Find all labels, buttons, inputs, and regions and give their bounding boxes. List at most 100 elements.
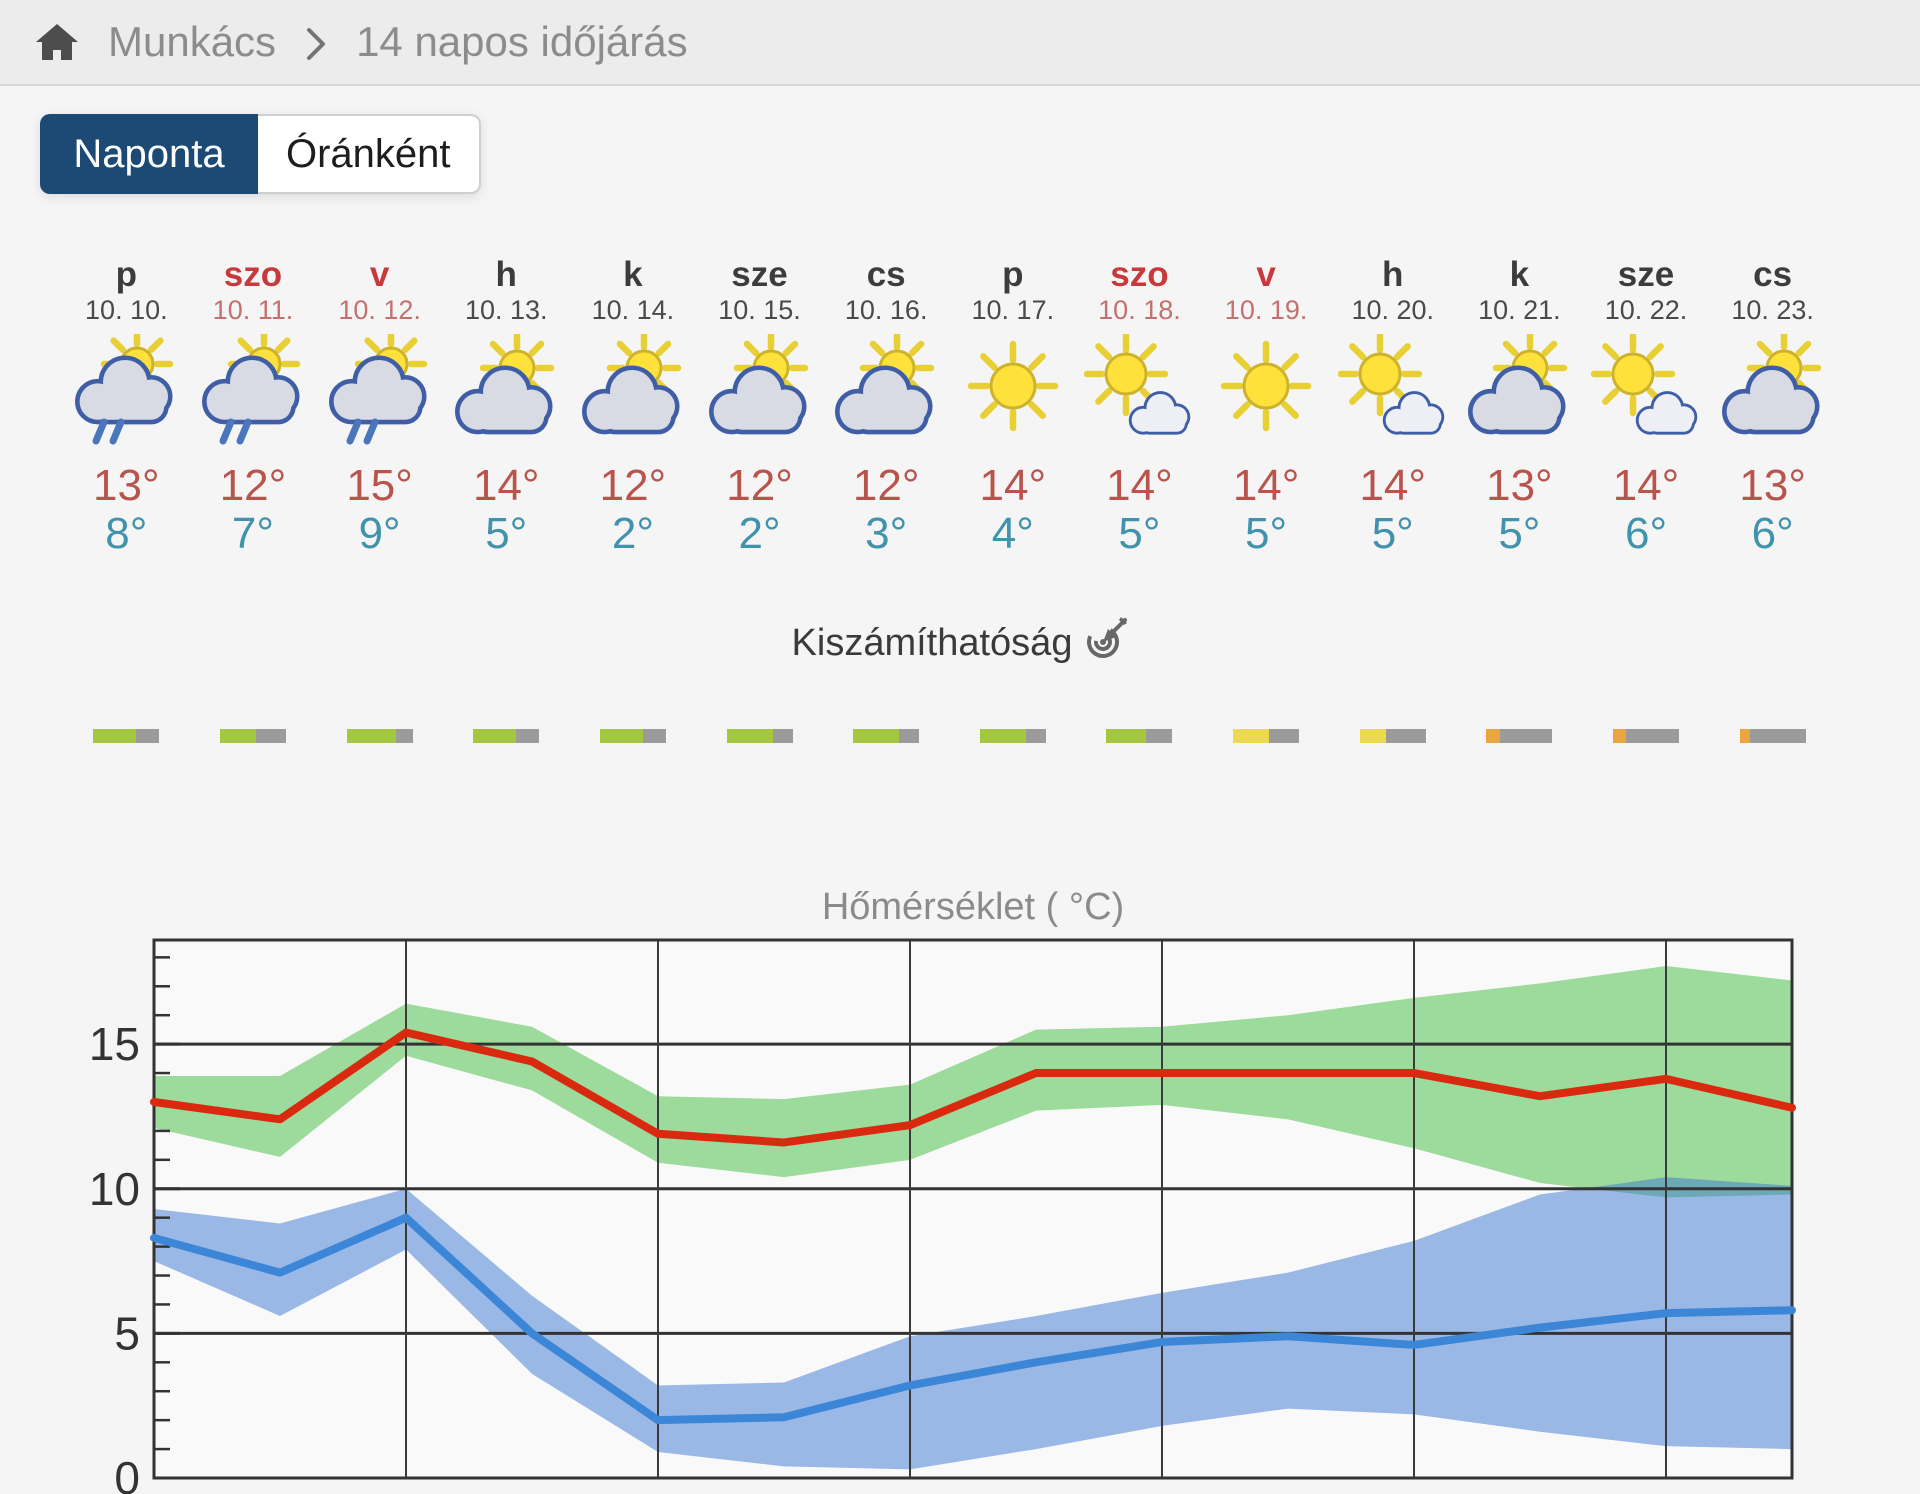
low-temp: 9° [358,509,401,558]
sun-with-small-cloud-icon [1591,334,1701,450]
high-temp: 14° [1359,461,1426,510]
high-temp: 14° [1106,461,1173,510]
daily-high-line [150,1028,1796,1147]
predictability-bar-cell [1583,729,1710,743]
sun-with-small-cloud-icon [1084,334,1194,450]
day-date: 10. 23. [1731,295,1814,325]
high-temp: 13° [1486,461,1553,510]
sun-behind-rain-cloud-icon [198,334,308,450]
predictability-bar [1106,729,1173,743]
day-date: 10. 22. [1604,295,1688,325]
day-column[interactable]: cs 10. 23. 13° 6° [1709,256,1836,558]
low-temp: 5° [1371,509,1414,558]
breadcrumb-page: 14 napos időjárás [356,18,688,65]
predictability-bar-cell [696,729,823,743]
low-temp: 3° [865,509,908,558]
y-axis-label-5: 5 [114,1307,140,1359]
predictability-bar-cell [570,729,697,743]
daily-low-line [150,1213,1796,1425]
predictability-bar [93,729,160,743]
breadcrumb: Munkács 14 napos időjárás [0,0,1920,86]
day-name: sze [1617,255,1675,294]
day-column[interactable]: cs 10. 16. 12° 3° [823,256,950,558]
predictability-bar-fill [93,729,137,743]
predictability-bar-fill [1613,729,1627,743]
sun-behind-cloud-icon [578,334,688,450]
predictability-bar-fill [1486,729,1500,743]
high-temp: 14° [1612,461,1680,510]
low-temp: 6° [1751,509,1794,558]
low-temp: 5° [1245,509,1288,558]
predictability-bar-fill [219,729,257,743]
high-temp: 12° [219,461,287,510]
day-column[interactable]: v 10. 19. 14° 5° [1203,256,1330,558]
day-column[interactable]: k 10. 14. 12° 2° [570,256,697,558]
chevron-right-icon [304,26,328,62]
daily-high-band [154,966,1792,1198]
predictability-bar-fill [979,729,1026,743]
predictability-title: Kiszámíthatóság [791,621,1073,664]
daily-forecast-row: p 10. 10. 13° 8° szo 10. 11. 12° 7° v 10… [63,256,1836,558]
high-temp: 13° [1739,461,1806,510]
daily-low-band [154,1177,1792,1470]
low-temp: 2° [738,509,781,558]
day-name: p [115,255,138,294]
predictability-bar-cell [190,729,317,743]
predictability-bar-cell [63,729,190,743]
predictability-bar [1233,729,1300,743]
predictability-bar [979,729,1046,743]
day-name: cs [1753,255,1793,294]
day-name: szo [223,255,283,294]
day-column[interactable]: sze 10. 22. 14° 6° [1583,256,1710,558]
low-temp: 5° [485,509,528,558]
day-column[interactable]: p 10. 17. 14° 4° [949,256,1076,558]
sun-behind-rain-cloud-icon [325,334,435,450]
low-temp: 5° [1498,509,1541,558]
high-temp: 13° [93,461,160,510]
day-date: 10. 10. [85,295,168,325]
chart-title: Hőmérséklet ( °C) [821,886,1125,928]
high-temp: 12° [852,461,920,510]
day-column[interactable]: h 10. 20. 14° 5° [1329,256,1456,558]
high-temp: 12° [726,461,793,510]
low-temp: 5° [1118,509,1161,558]
day-date: 10. 13. [464,295,548,325]
predictability-bar-fill [1739,729,1750,743]
predictability-bar-fill [473,729,517,743]
predictability-bar [726,729,793,743]
day-column[interactable]: p 10. 10. 13° 8° [63,256,190,558]
day-date: 10. 20. [1351,295,1435,325]
sun-behind-cloud-icon [1718,334,1828,450]
low-temp: 2° [611,509,654,558]
day-column[interactable]: szo 10. 11. 12° 7° [190,256,317,558]
day-column[interactable]: h 10. 13. 14° 5° [443,256,570,558]
day-name: h [1382,255,1404,294]
day-date: 10. 21. [1478,295,1561,325]
low-temp: 6° [1624,509,1668,558]
plot-area [154,940,1792,1478]
predictability-bar [599,729,666,743]
high-temp: 12° [599,461,667,510]
tab-hourly[interactable]: Óránként [258,114,481,194]
day-column[interactable]: k 10. 21. 13° 5° [1456,256,1583,558]
predictability-bar-cell [1076,729,1203,743]
day-column[interactable]: szo 10. 18. 14° 5° [1076,256,1203,558]
sun-behind-cloud-icon [1464,334,1574,450]
predictability-bar-cell [1329,729,1456,743]
day-date: 10. 14. [591,295,675,325]
breadcrumb-location[interactable]: Munkács [108,18,277,65]
day-column[interactable]: sze 10. 15. 12° 2° [696,256,823,558]
day-name: k [623,255,643,294]
day-name: szo [1110,255,1169,294]
predictability-bar [853,729,920,743]
day-date: 10. 15. [718,295,801,325]
tab-daily[interactable]: Naponta [40,114,258,194]
day-date: 10. 17. [971,295,1055,325]
sun-with-small-cloud-icon [1337,334,1448,450]
sun-behind-cloud-icon [705,334,815,450]
day-column[interactable]: v 10. 12. 15° 9° [316,256,443,558]
predictability-bar [1486,729,1553,743]
predictability-bar-cell [1203,729,1330,743]
home-icon[interactable] [34,21,80,63]
